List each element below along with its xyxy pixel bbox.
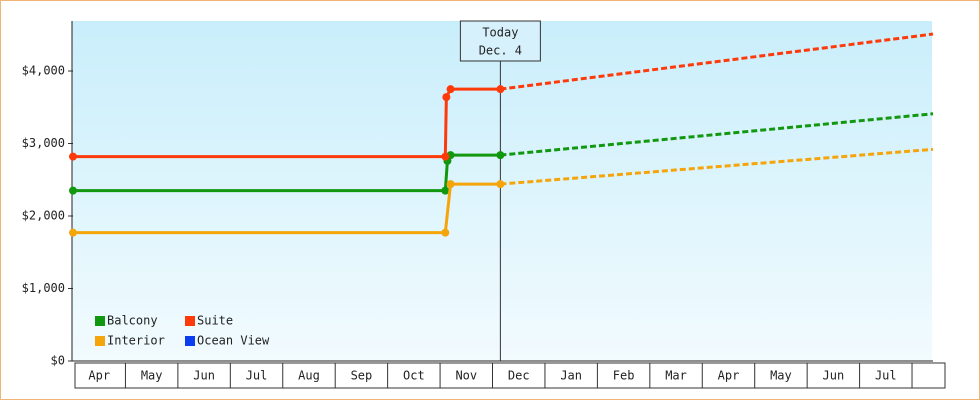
- point: [496, 151, 505, 160]
- y-tick-label: $0: [51, 354, 65, 368]
- legend-label: Interior: [107, 334, 165, 348]
- point: [442, 93, 451, 102]
- x-tick-label: Jul: [246, 369, 268, 383]
- point: [69, 186, 77, 195]
- x-tick-label: Mar: [665, 369, 687, 383]
- today-label: Today: [482, 26, 518, 40]
- x-tick-label: Apr: [88, 369, 110, 383]
- y-tick-label: $2,000: [22, 209, 65, 223]
- x-tick-label: Aug: [298, 369, 320, 383]
- x-tick-label: Jun: [823, 369, 845, 383]
- point: [446, 180, 455, 189]
- x-tick-label: Jun: [193, 369, 215, 383]
- x-tick-label: Nov: [455, 369, 477, 383]
- y-tick-label: $1,000: [22, 281, 65, 295]
- point: [496, 180, 505, 189]
- point: [69, 152, 77, 161]
- legend-swatch: [185, 336, 195, 346]
- y-tick-label: $3,000: [22, 136, 65, 150]
- legend-swatch: [95, 336, 105, 346]
- x-tick-label: Sep: [351, 369, 373, 383]
- forecast-line: [500, 32, 934, 91]
- x-tick-label: Apr: [718, 369, 740, 383]
- x-axis-box: [74, 362, 946, 389]
- point: [441, 228, 450, 237]
- forecast-line: [500, 147, 934, 186]
- x-tick-label: Oct: [403, 369, 425, 383]
- x-tick-label: Jan: [560, 369, 582, 383]
- x-tick-label: Jul: [875, 369, 897, 383]
- y-tick-label: $4,000: [22, 64, 65, 78]
- today-date: Dec. 4: [479, 44, 522, 58]
- point: [446, 85, 455, 94]
- x-tick-label: Feb: [613, 369, 635, 383]
- legend-label: Balcony: [107, 314, 158, 328]
- legend-swatch: [185, 316, 195, 326]
- point: [441, 186, 450, 195]
- legend-swatch: [95, 316, 105, 326]
- series-line: [73, 182, 501, 235]
- legend-label: Ocean View: [197, 334, 270, 348]
- x-tick-label: Dec: [508, 369, 530, 383]
- x-tick-label: May: [770, 369, 792, 383]
- point: [496, 85, 505, 94]
- today-box: [459, 20, 541, 62]
- point: [441, 152, 450, 161]
- legend-label: Suite: [197, 314, 233, 328]
- forecast-line: [500, 112, 934, 157]
- point: [69, 228, 77, 237]
- x-tick-label: May: [141, 369, 163, 383]
